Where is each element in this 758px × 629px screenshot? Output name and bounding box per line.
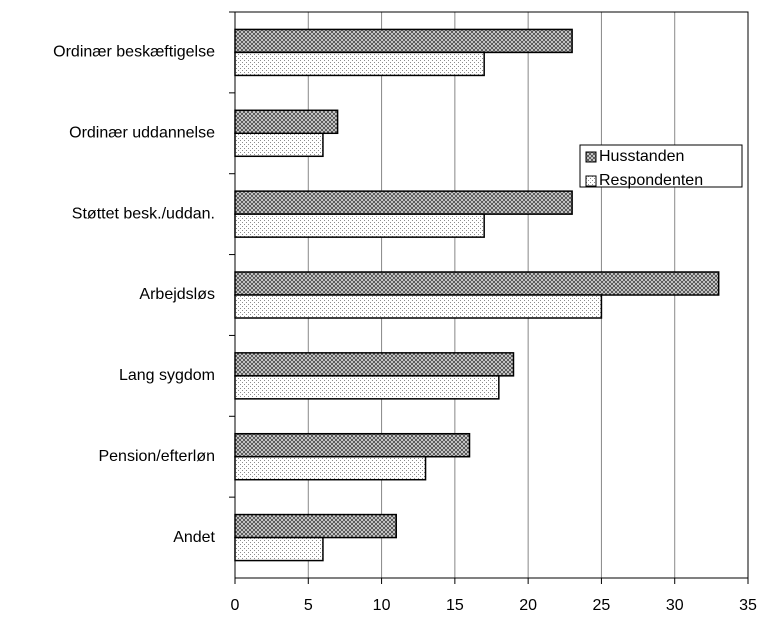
bar xyxy=(234,513,397,539)
bar xyxy=(234,132,324,158)
bar xyxy=(234,375,500,400)
y-tick-label: Andet xyxy=(173,529,215,546)
y-tick-label: Ordinær beskæftigelse xyxy=(53,44,215,61)
x-tick-label: 30 xyxy=(666,597,684,614)
bar xyxy=(234,432,471,458)
y-tick-label: Pension/efterløn xyxy=(98,448,215,465)
bar xyxy=(234,213,485,238)
legend-box xyxy=(579,144,743,188)
bar xyxy=(234,190,573,215)
legend-swatch xyxy=(585,151,597,163)
bar xyxy=(234,536,324,562)
x-tick-label: 20 xyxy=(519,597,537,614)
bar xyxy=(234,51,485,77)
y-tick-label: Arbejdsløs xyxy=(139,286,215,303)
bar xyxy=(234,294,603,319)
x-tick-label: 35 xyxy=(739,597,757,614)
y-tick-label: Ordinær uddannelse xyxy=(69,125,215,142)
legend-label: Husstanden xyxy=(599,148,684,165)
bar xyxy=(234,352,515,377)
bar xyxy=(234,109,339,135)
y-tick-label: Støttet besk./uddan. xyxy=(72,205,215,222)
x-tick-label: 5 xyxy=(304,597,313,614)
legend-swatch xyxy=(585,175,597,187)
bar xyxy=(234,28,573,54)
x-tick-label: 15 xyxy=(446,597,464,614)
legend-label: Respondenten xyxy=(599,172,703,189)
bar xyxy=(234,271,720,296)
x-tick-label: 25 xyxy=(593,597,611,614)
y-tick-label: Lang sygdom xyxy=(119,367,215,384)
x-tick-label: 10 xyxy=(373,597,391,614)
x-tick-label: 0 xyxy=(231,597,240,614)
bar xyxy=(234,455,427,481)
